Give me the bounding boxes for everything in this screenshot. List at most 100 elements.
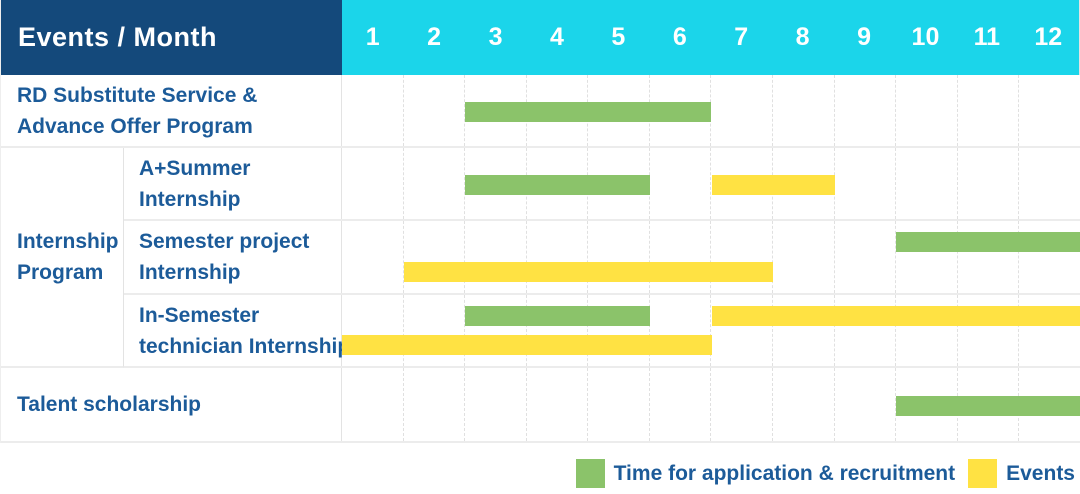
green-bar bbox=[896, 231, 1080, 252]
month-grid-cell bbox=[835, 148, 897, 219]
header-row: Events / Month 1 2 3 4 5 6 7 8 9 10 11 12 bbox=[1, 0, 1079, 75]
month-grid-cell bbox=[711, 368, 774, 441]
month-grid-cell bbox=[896, 221, 958, 293]
row-label: Talent scholarship bbox=[1, 368, 342, 441]
row-chart-area bbox=[342, 295, 1080, 366]
month-grid-cell bbox=[835, 75, 897, 146]
month-grid-cell bbox=[773, 295, 835, 366]
month-label-2: 2 bbox=[427, 23, 442, 51]
month-grid-cell bbox=[773, 368, 835, 441]
subrow-label: In-Semester technician Internship bbox=[124, 295, 351, 366]
subrow-label: A+Summer Internship bbox=[124, 148, 342, 219]
month-grid-cell bbox=[404, 368, 466, 441]
month-grid-cell bbox=[773, 221, 835, 293]
month-grid-cell bbox=[711, 221, 774, 293]
month-grid-cell bbox=[711, 75, 774, 146]
month-label-6: 6 bbox=[672, 23, 687, 51]
month-grid bbox=[342, 221, 1080, 293]
month-grid-cell bbox=[404, 221, 466, 293]
month-grid-cell bbox=[958, 75, 1020, 146]
month-grid-cell bbox=[588, 368, 650, 441]
month-label-9: 9 bbox=[857, 23, 871, 51]
month-grid-cell bbox=[835, 368, 897, 441]
gantt-table: Events / Month 1 2 3 4 5 6 7 8 9 10 11 12 RD Substi… bbox=[0, 0, 1080, 443]
gantt-row: RD Substitute Service & Advance Offer Pro… bbox=[1, 75, 1080, 148]
month-label-7: 7 bbox=[734, 23, 749, 51]
group-rows: A+Summer Internship Semester project Intern… bbox=[124, 148, 1080, 368]
month-grid-cell bbox=[896, 148, 958, 219]
month-grid-cell bbox=[958, 221, 1020, 293]
row-chart-area bbox=[342, 221, 1080, 293]
label-line: Advance Offer Program bbox=[17, 114, 253, 138]
gantt-row: Talent scholarship bbox=[1, 368, 1080, 443]
month-label-4: 4 bbox=[550, 23, 564, 51]
month-label-11: 11 bbox=[973, 23, 1001, 51]
legend-item-green: Time for application & recruitment bbox=[575, 459, 956, 488]
month-grid-cell bbox=[711, 295, 774, 366]
month-grid-cell bbox=[342, 75, 404, 146]
month-grid-cell bbox=[588, 295, 650, 366]
month-label-12: 12 bbox=[1034, 23, 1063, 51]
month-grid-cell bbox=[342, 368, 404, 441]
legend-item-yellow: Events bbox=[968, 459, 1075, 488]
gantt-group: Internship Program A+Summer Internship Semes… bbox=[1, 148, 1080, 368]
month-grid-cell bbox=[650, 221, 712, 293]
gantt-subrow: Semester project Internship bbox=[124, 221, 1080, 295]
label-line: Internship bbox=[139, 261, 241, 284]
month-grid-cell bbox=[527, 295, 589, 366]
label-line: technician Internship bbox=[139, 334, 351, 358]
legend-swatch-yellow bbox=[968, 459, 998, 488]
legend-label: Time for application & recruitment bbox=[613, 461, 956, 485]
green-bar bbox=[465, 101, 712, 122]
month-grid-cell bbox=[958, 295, 1020, 366]
month-grid-cell bbox=[958, 148, 1020, 219]
month-grid-cell bbox=[835, 295, 897, 366]
group-label: Internship Program bbox=[1, 148, 124, 368]
month-label-1: 1 bbox=[365, 23, 380, 51]
legend-label: Events bbox=[1006, 461, 1075, 485]
yellow-bar bbox=[711, 305, 1080, 326]
header-title-cell: Events / Month bbox=[1, 0, 342, 75]
label-line: Internship bbox=[139, 187, 241, 211]
month-grid-cell bbox=[1019, 148, 1080, 219]
month-grid-cell bbox=[465, 368, 527, 441]
month-grid-cell bbox=[527, 368, 589, 441]
label-line: Semester project bbox=[139, 230, 310, 253]
month-header-cells: 1 2 3 4 5 6 7 8 9 10 11 12 bbox=[342, 0, 1079, 75]
yellow-bar bbox=[711, 174, 835, 195]
month-grid-cell bbox=[588, 221, 650, 293]
month-label-8: 8 bbox=[795, 23, 810, 51]
gantt-subrow: In-Semester technician Internship bbox=[124, 295, 1080, 368]
legend: Time for application & recruitment Events bbox=[0, 443, 1080, 494]
month-label-3: 3 bbox=[488, 23, 503, 51]
yellow-bar bbox=[342, 335, 712, 356]
page-title: Events / Month bbox=[18, 22, 218, 52]
month-grid-cell bbox=[404, 148, 466, 219]
month-grid-cell bbox=[1019, 75, 1080, 146]
month-grid-cell bbox=[650, 368, 712, 441]
gantt-subrow: A+Summer Internship bbox=[124, 148, 1080, 221]
month-grid-cell bbox=[773, 75, 835, 146]
month-grid-cell bbox=[650, 295, 712, 366]
label-line: In-Semester bbox=[139, 303, 260, 327]
row-chart-area bbox=[342, 148, 1080, 219]
subrow-label: Semester project Internship bbox=[124, 221, 342, 293]
label-line: Talent scholarship bbox=[17, 393, 201, 416]
month-grid-cell bbox=[527, 221, 589, 293]
month-label-10: 10 bbox=[911, 23, 940, 51]
label-line: Internship bbox=[17, 230, 119, 253]
month-grid-cell bbox=[342, 148, 404, 219]
green-bar bbox=[465, 174, 650, 195]
green-bar bbox=[465, 305, 650, 326]
month-grid-cell bbox=[835, 221, 897, 293]
month-grid-cell bbox=[404, 75, 466, 146]
green-bar bbox=[896, 395, 1080, 416]
month-grid-cell bbox=[465, 295, 527, 366]
label-line: A+Summer bbox=[139, 156, 251, 180]
month-grid bbox=[342, 295, 1080, 366]
row-chart-area bbox=[342, 368, 1080, 441]
month-grid-cell bbox=[650, 148, 712, 219]
month-grid-cell bbox=[896, 295, 958, 366]
label-line: RD Substitute Service & bbox=[17, 83, 258, 107]
